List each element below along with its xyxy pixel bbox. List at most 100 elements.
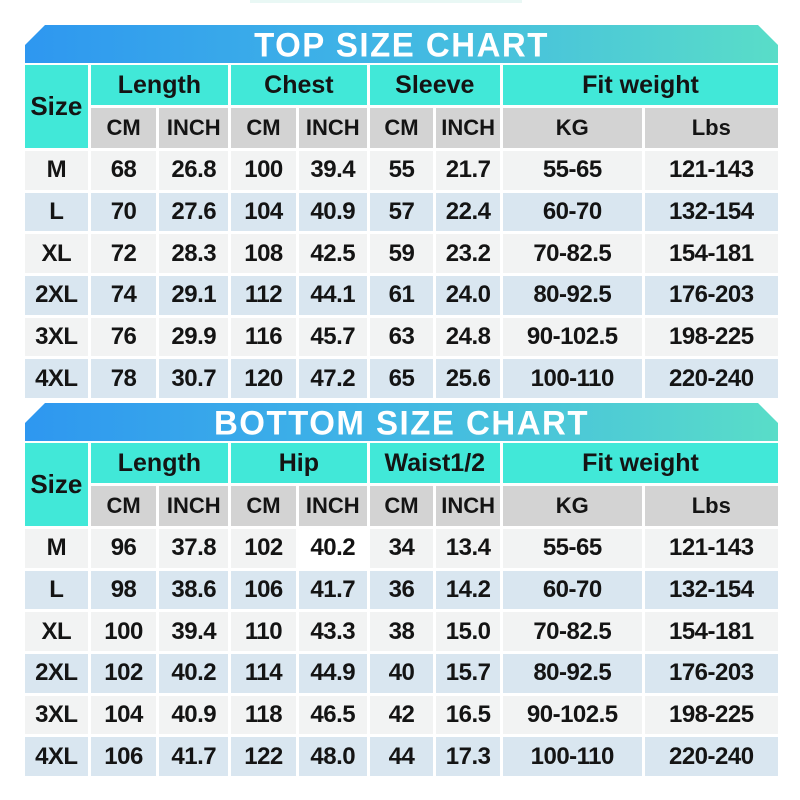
value-cell: 104: [90, 695, 157, 735]
value-cell: 59: [369, 234, 434, 274]
row-size-cell: 3XL: [25, 695, 88, 735]
unit-header: Lbs: [644, 486, 778, 526]
value-cell: 90-102.5: [503, 695, 642, 735]
value-cell: 80-92.5: [503, 276, 642, 315]
value-cell: 13.4: [436, 529, 500, 568]
value-cell: 29.1: [159, 276, 229, 315]
value-cell: 27.6: [159, 192, 229, 232]
unit-header: CM: [369, 486, 434, 526]
value-cell: 121-143: [644, 151, 778, 190]
value-cell: 60-70: [503, 570, 642, 610]
row-size-cell: M: [25, 151, 88, 190]
group-header: Waist1/2: [369, 443, 500, 483]
unit-header: CM: [90, 486, 157, 526]
value-cell: 106: [90, 737, 157, 777]
value-cell: 122: [231, 737, 296, 777]
value-cell: 118: [231, 695, 296, 735]
bottom-size-chart: BOTTOM SIZE CHART Size Length Hip Waist1/2 F…: [25, 402, 778, 777]
unit-header: CM: [90, 108, 157, 148]
row-size-cell: XL: [25, 612, 88, 652]
value-cell: 36: [369, 570, 434, 610]
value-cell: 24.8: [436, 317, 500, 357]
unit-header: INCH: [298, 486, 367, 526]
value-cell: 96: [90, 529, 157, 568]
unit-header: INCH: [159, 486, 229, 526]
size-column-header: Size: [25, 443, 88, 526]
value-cell: 14.2: [436, 570, 500, 610]
group-header: Fit weight: [503, 443, 778, 483]
value-cell: 40.2: [298, 529, 367, 568]
row-size-cell: 3XL: [25, 317, 88, 357]
unit-header: INCH: [436, 486, 500, 526]
value-cell: 116: [231, 317, 296, 357]
value-cell: 70: [90, 192, 157, 232]
top-chart-title: TOP SIZE CHART: [254, 24, 549, 64]
value-cell: 42.5: [298, 234, 367, 274]
value-cell: 154-181: [644, 234, 778, 274]
value-cell: 100-110: [503, 737, 642, 777]
value-cell: 44.9: [298, 654, 367, 693]
row-size-cell: XL: [25, 234, 88, 274]
value-cell: 72: [90, 234, 157, 274]
group-header: Length: [90, 65, 229, 105]
value-cell: 17.3: [436, 737, 500, 777]
value-cell: 15.0: [436, 612, 500, 652]
value-cell: 38: [369, 612, 434, 652]
value-cell: 61: [369, 276, 434, 315]
value-cell: 48.0: [298, 737, 367, 777]
value-cell: 46.5: [298, 695, 367, 735]
group-header: Chest: [231, 65, 367, 105]
value-cell: 176-203: [644, 654, 778, 693]
value-cell: 65: [369, 359, 434, 399]
unit-header: INCH: [298, 108, 367, 148]
row-size-cell: L: [25, 570, 88, 610]
row-size-cell: 2XL: [25, 654, 88, 693]
value-cell: 106: [231, 570, 296, 610]
value-cell: 21.7: [436, 151, 500, 190]
value-cell: 60-70: [503, 192, 642, 232]
unit-header: KG: [503, 108, 642, 148]
value-cell: 16.5: [436, 695, 500, 735]
value-cell: 22.4: [436, 192, 500, 232]
value-cell: 41.7: [159, 737, 229, 777]
value-cell: 220-240: [644, 359, 778, 399]
group-header: Hip: [231, 443, 367, 483]
value-cell: 55-65: [503, 151, 642, 190]
value-cell: 102: [90, 654, 157, 693]
value-cell: 40: [369, 654, 434, 693]
size-column-header: Size: [25, 65, 88, 148]
group-header: Length: [90, 443, 229, 483]
value-cell: 198-225: [644, 695, 778, 735]
value-cell: 220-240: [644, 737, 778, 777]
group-header: Sleeve: [369, 65, 500, 105]
value-cell: 102: [231, 529, 296, 568]
value-cell: 39.4: [159, 612, 229, 652]
value-cell: 44.1: [298, 276, 367, 315]
value-cell: 42: [369, 695, 434, 735]
unit-header: KG: [503, 486, 642, 526]
value-cell: 43.3: [298, 612, 367, 652]
value-cell: 108: [231, 234, 296, 274]
value-cell: 90-102.5: [503, 317, 642, 357]
value-cell: 110: [231, 612, 296, 652]
group-header: Fit weight: [503, 65, 778, 105]
bottom-size-chart-table: Size Length Hip Waist1/2 Fit weight CM INCH CM I…: [25, 443, 778, 777]
value-cell: 80-92.5: [503, 654, 642, 693]
value-cell: 100: [231, 151, 296, 190]
value-cell: 132-154: [644, 192, 778, 232]
value-cell: 40.2: [159, 654, 229, 693]
value-cell: 39.4: [298, 151, 367, 190]
value-cell: 112: [231, 276, 296, 315]
row-size-cell: 2XL: [25, 276, 88, 315]
value-cell: 68: [90, 151, 157, 190]
value-cell: 121-143: [644, 529, 778, 568]
row-size-cell: M: [25, 529, 88, 568]
value-cell: 40.9: [298, 192, 367, 232]
value-cell: 198-225: [644, 317, 778, 357]
value-cell: 176-203: [644, 276, 778, 315]
row-size-cell: L: [25, 192, 88, 232]
top-edge-strip: [250, 0, 522, 3]
value-cell: 47.2: [298, 359, 367, 399]
value-cell: 30.7: [159, 359, 229, 399]
bottom-chart-title: BOTTOM SIZE CHART: [213, 402, 590, 442]
